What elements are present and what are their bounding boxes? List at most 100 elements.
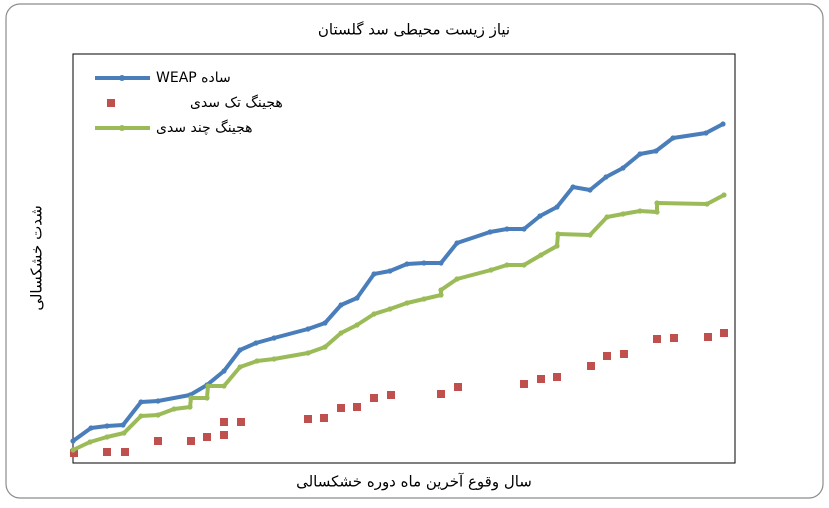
marker xyxy=(322,320,328,326)
legend-swatch xyxy=(107,99,115,107)
marker xyxy=(254,358,260,364)
marker xyxy=(204,395,210,401)
marker xyxy=(120,422,126,428)
marker xyxy=(320,414,328,422)
marker xyxy=(704,333,712,341)
marker xyxy=(504,226,510,232)
marker xyxy=(653,335,661,343)
marker xyxy=(103,448,111,456)
marker xyxy=(454,383,462,391)
marker xyxy=(337,404,345,412)
marker xyxy=(438,287,444,293)
marker xyxy=(304,415,312,423)
marker xyxy=(271,356,277,362)
plot-area xyxy=(72,53,736,464)
marker xyxy=(370,394,378,402)
marker xyxy=(537,375,545,383)
marker xyxy=(670,334,678,342)
marker xyxy=(271,335,277,341)
marker xyxy=(587,187,593,193)
marker xyxy=(155,412,161,418)
marker xyxy=(187,404,193,410)
marker xyxy=(720,121,726,127)
marker xyxy=(620,211,626,217)
series-line xyxy=(72,193,725,452)
marker xyxy=(154,437,162,445)
marker xyxy=(404,300,410,306)
marker xyxy=(70,447,76,453)
marker xyxy=(253,340,259,346)
marker xyxy=(220,431,228,439)
marker xyxy=(87,439,93,445)
marker xyxy=(537,213,543,219)
marker xyxy=(555,231,561,237)
marker xyxy=(138,399,144,405)
marker xyxy=(653,148,659,154)
marker xyxy=(387,391,395,399)
marker xyxy=(371,271,377,277)
marker xyxy=(188,395,194,401)
marker xyxy=(338,302,344,308)
marker xyxy=(121,448,129,456)
marker xyxy=(521,262,527,268)
marker xyxy=(654,209,660,215)
marker xyxy=(654,200,660,206)
marker xyxy=(603,174,609,180)
marker xyxy=(454,276,460,282)
chart-title: نیاز زیست محیطی سد گلستان xyxy=(318,21,510,39)
marker xyxy=(322,344,328,350)
marker xyxy=(704,201,710,207)
marker xyxy=(570,184,576,190)
marker xyxy=(421,260,427,266)
marker xyxy=(338,330,344,336)
marker xyxy=(637,151,643,157)
marker xyxy=(221,383,227,389)
marker xyxy=(203,433,211,441)
chart-frame xyxy=(5,3,824,499)
marker xyxy=(371,311,377,317)
marker xyxy=(520,380,528,388)
marker xyxy=(554,243,560,249)
marker xyxy=(720,329,728,337)
marker xyxy=(305,350,311,356)
marker xyxy=(620,350,628,358)
marker xyxy=(587,362,595,370)
marker xyxy=(237,364,243,370)
marker xyxy=(70,449,78,457)
marker xyxy=(538,252,544,258)
marker xyxy=(104,434,110,440)
marker xyxy=(620,165,626,171)
marker xyxy=(387,268,393,274)
marker xyxy=(438,292,444,298)
marker xyxy=(237,418,245,426)
marker xyxy=(387,306,393,312)
marker xyxy=(354,322,360,328)
marker xyxy=(237,347,243,353)
marker xyxy=(354,295,360,301)
marker xyxy=(353,403,361,411)
marker xyxy=(70,438,76,444)
y-axis-label: شدت خشکسالی xyxy=(28,205,46,310)
marker xyxy=(521,226,527,232)
legend-swatch xyxy=(119,125,125,131)
legend-label: ساده WEAP xyxy=(156,70,231,86)
marker xyxy=(554,204,560,210)
marker xyxy=(603,352,611,360)
marker xyxy=(121,430,127,436)
marker xyxy=(404,261,410,267)
marker xyxy=(438,260,444,266)
marker xyxy=(721,192,727,198)
series-line xyxy=(71,122,724,443)
marker xyxy=(104,423,110,429)
marker xyxy=(138,413,144,419)
marker xyxy=(454,240,460,246)
marker xyxy=(187,437,195,445)
legend-label: هجینگ چند سدی xyxy=(156,119,253,136)
marker xyxy=(221,368,227,374)
marker xyxy=(421,296,427,302)
marker xyxy=(205,383,211,389)
marker xyxy=(487,229,493,235)
marker xyxy=(604,214,610,220)
legend-label: هجینگ تک سدی xyxy=(190,94,283,111)
